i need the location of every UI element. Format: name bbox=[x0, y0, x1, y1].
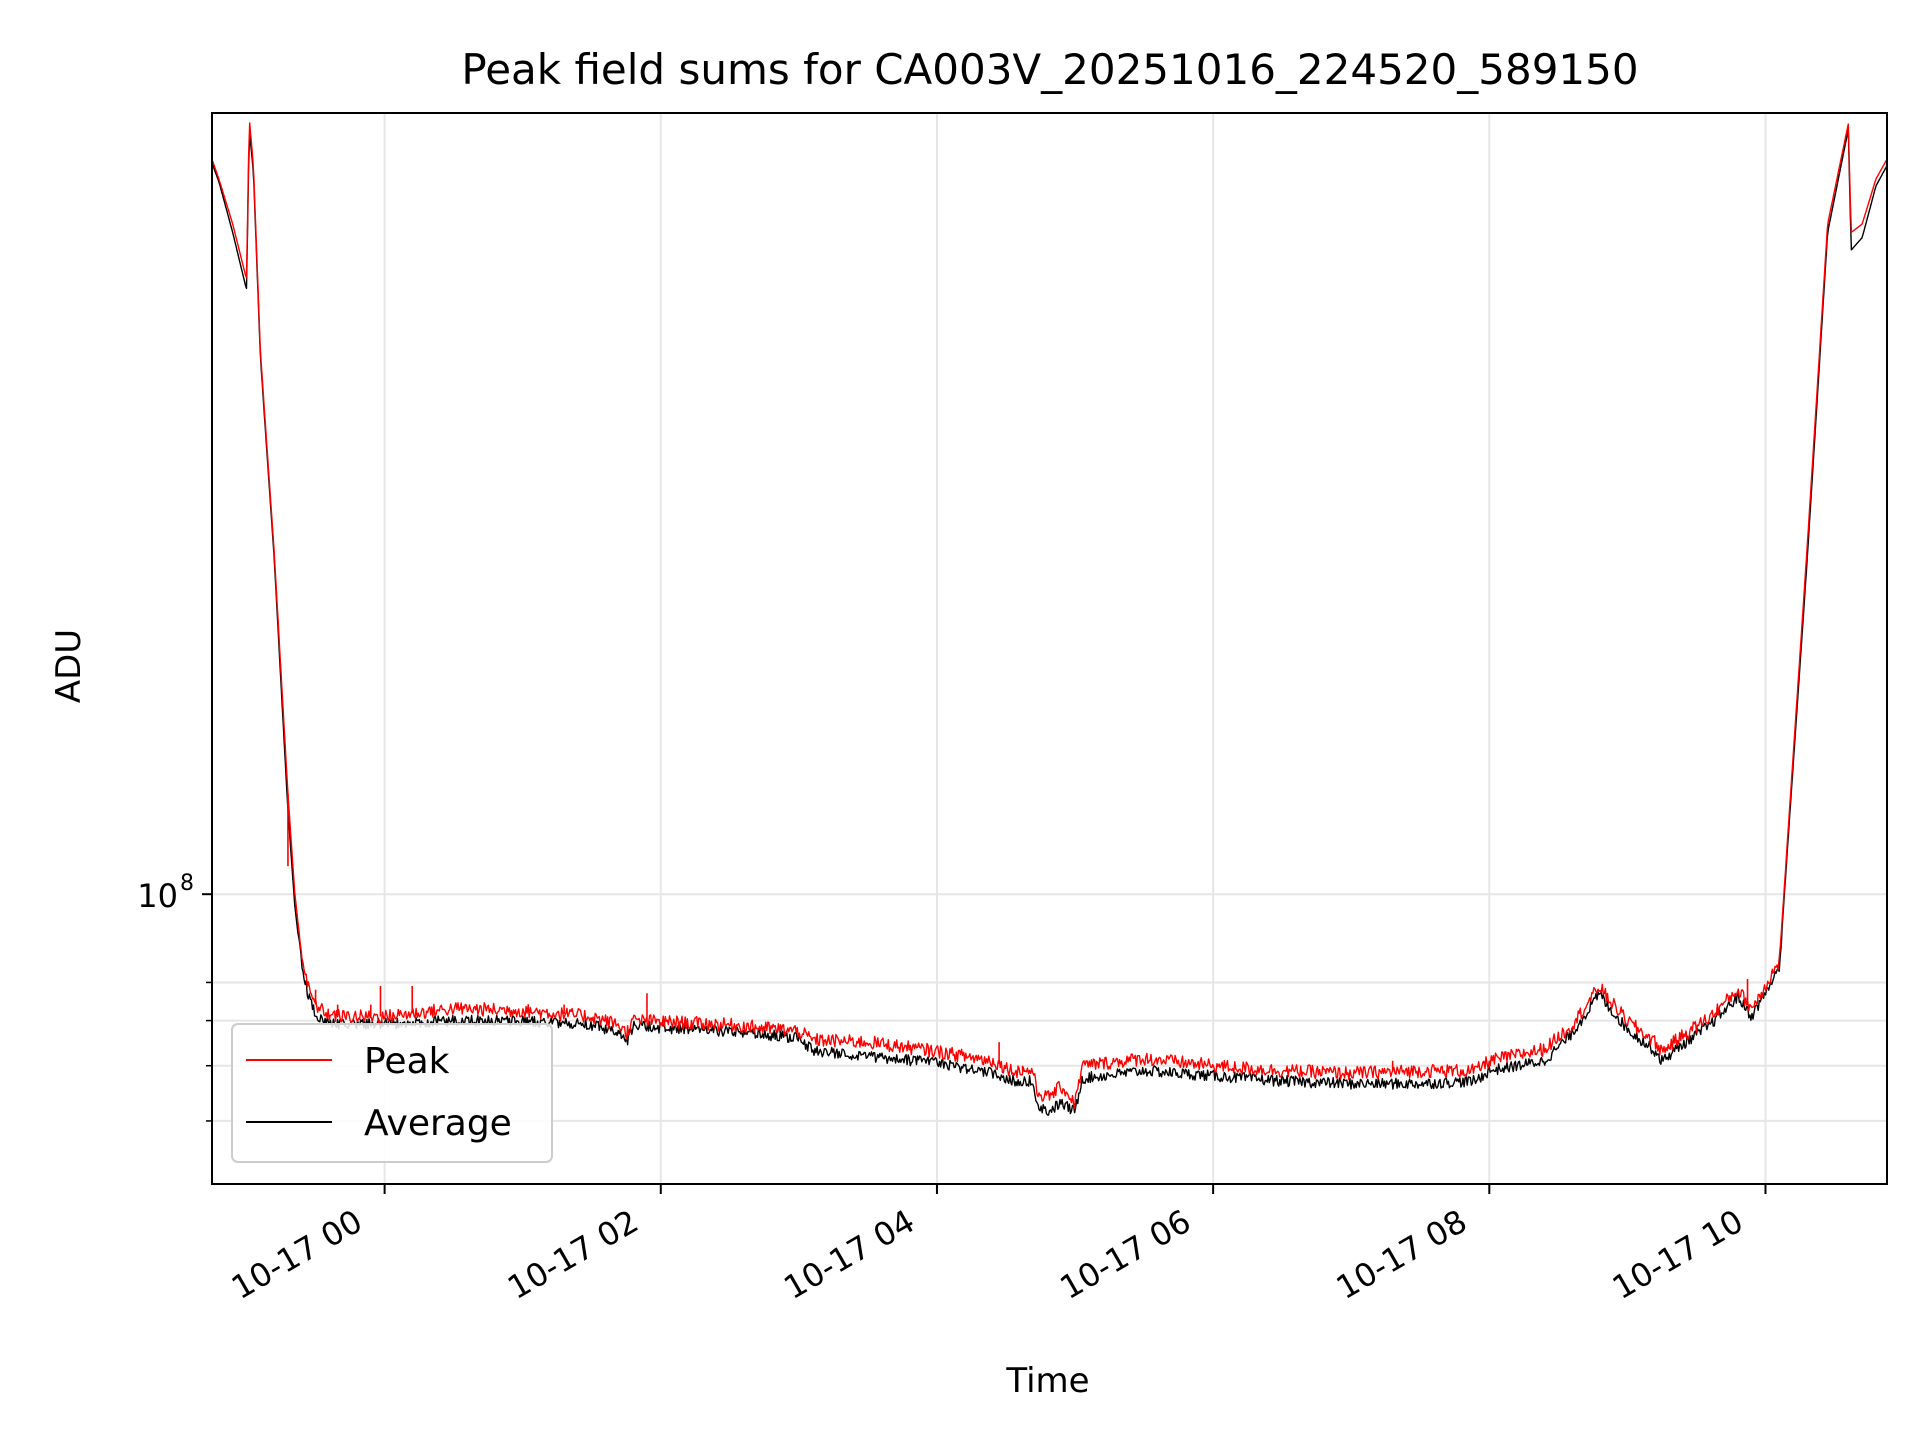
legend-label-average: Average bbox=[364, 1103, 512, 1144]
y-tick-label: 10 bbox=[137, 877, 178, 915]
series-line-peak bbox=[211, 122, 1888, 1109]
plot-frame bbox=[211, 112, 1888, 1185]
y-axis-ticks: 10 8 bbox=[137, 871, 212, 1122]
series-lines bbox=[211, 122, 1888, 1116]
chart-title: Peak field sums for CA003V_20251016_2245… bbox=[461, 45, 1638, 94]
grid-lines bbox=[212, 113, 1887, 1184]
legend-label-peak: Peak bbox=[364, 1041, 450, 1082]
y-axis-label: ADU bbox=[49, 629, 89, 703]
legend: Peak Average bbox=[231, 1023, 553, 1163]
series-line-average bbox=[211, 129, 1888, 1116]
legend-box bbox=[231, 1023, 553, 1163]
x-axis-label: Time bbox=[1005, 1361, 1089, 1401]
y-tick-exponent: 8 bbox=[180, 871, 194, 896]
